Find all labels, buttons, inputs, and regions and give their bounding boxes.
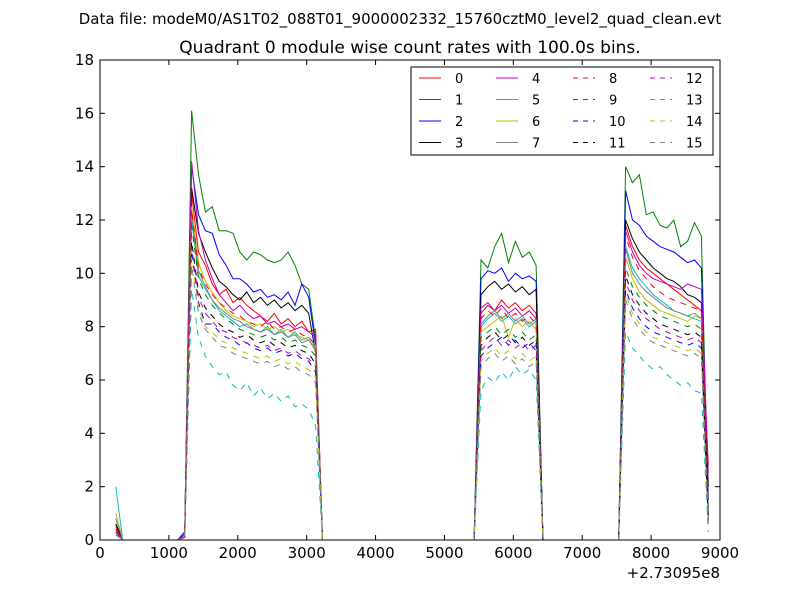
legend-label-7: 7 xyxy=(532,137,540,152)
x-tick-label: 9000 xyxy=(701,544,739,562)
legend-label-12: 12 xyxy=(686,72,703,87)
x-tick-label: 3000 xyxy=(288,544,326,562)
x-tick-label: 0 xyxy=(95,544,105,562)
series-line-11 xyxy=(115,241,709,540)
legend-label-8: 8 xyxy=(609,72,617,87)
series-line-4 xyxy=(115,161,709,540)
series-layer xyxy=(115,110,709,540)
y-tick-label: 18 xyxy=(75,51,94,69)
legend-label-6: 6 xyxy=(532,115,540,130)
legend-label-3: 3 xyxy=(455,137,463,152)
x-tick-label: 1000 xyxy=(150,544,188,562)
y-tick-label: 2 xyxy=(84,478,94,496)
chart-title: Quadrant 0 module wise count rates with … xyxy=(179,38,640,58)
legend-label-0: 0 xyxy=(455,72,463,87)
chart-suptitle: Data file: modeM0/AS1T02_088T01_90000023… xyxy=(79,10,722,29)
legend-label-13: 13 xyxy=(686,94,703,109)
series-line-7 xyxy=(115,214,709,540)
y-tick-label: 4 xyxy=(84,424,94,442)
series-line-8 xyxy=(115,209,709,540)
series-line-5 xyxy=(115,219,709,540)
x-tick-label: 8000 xyxy=(632,544,670,562)
y-tick-label: 6 xyxy=(84,371,94,389)
series-line-3 xyxy=(115,187,709,540)
x-tick-label: 4000 xyxy=(356,544,394,562)
series-line-15 xyxy=(115,265,709,540)
legend-label-15: 15 xyxy=(686,137,703,152)
series-line-6 xyxy=(115,206,709,540)
legend-label-5: 5 xyxy=(532,94,540,109)
legend-label-9: 9 xyxy=(609,94,617,109)
ticks-layer: 0 1000 2000 3000 4000 5000 6000 7000 8000 9000 0 2 4… xyxy=(75,51,739,562)
y-tick-label: 14 xyxy=(75,158,94,176)
x-offset-label: +2.73095e8 xyxy=(627,564,720,582)
series-line-14 xyxy=(115,257,709,540)
x-tick-label: 2000 xyxy=(219,544,257,562)
series-line-2 xyxy=(115,166,709,540)
legend-label-11: 11 xyxy=(609,137,626,152)
legend-label-4: 4 xyxy=(532,72,540,87)
series-line-12 xyxy=(115,246,709,540)
y-tick-label: 8 xyxy=(84,318,94,336)
y-tick-label: 12 xyxy=(75,211,94,229)
y-tick-label: 0 xyxy=(84,531,94,549)
series-line-0 xyxy=(115,193,709,540)
legend-box xyxy=(410,66,714,156)
legend-label-14: 14 xyxy=(686,115,703,130)
y-tick-label: 16 xyxy=(75,104,94,122)
series-line-1 xyxy=(115,110,709,540)
x-tick-label: 5000 xyxy=(425,544,463,562)
y-tick-label: 10 xyxy=(75,264,94,282)
legend-label-1: 1 xyxy=(455,94,463,109)
legend-label-10: 10 xyxy=(609,115,626,130)
series-line-9 xyxy=(115,225,709,540)
axes-frame xyxy=(99,59,721,541)
x-tick-label: 7000 xyxy=(563,544,601,562)
legend-label-2: 2 xyxy=(455,115,463,130)
x-tick-label: 6000 xyxy=(494,544,532,562)
